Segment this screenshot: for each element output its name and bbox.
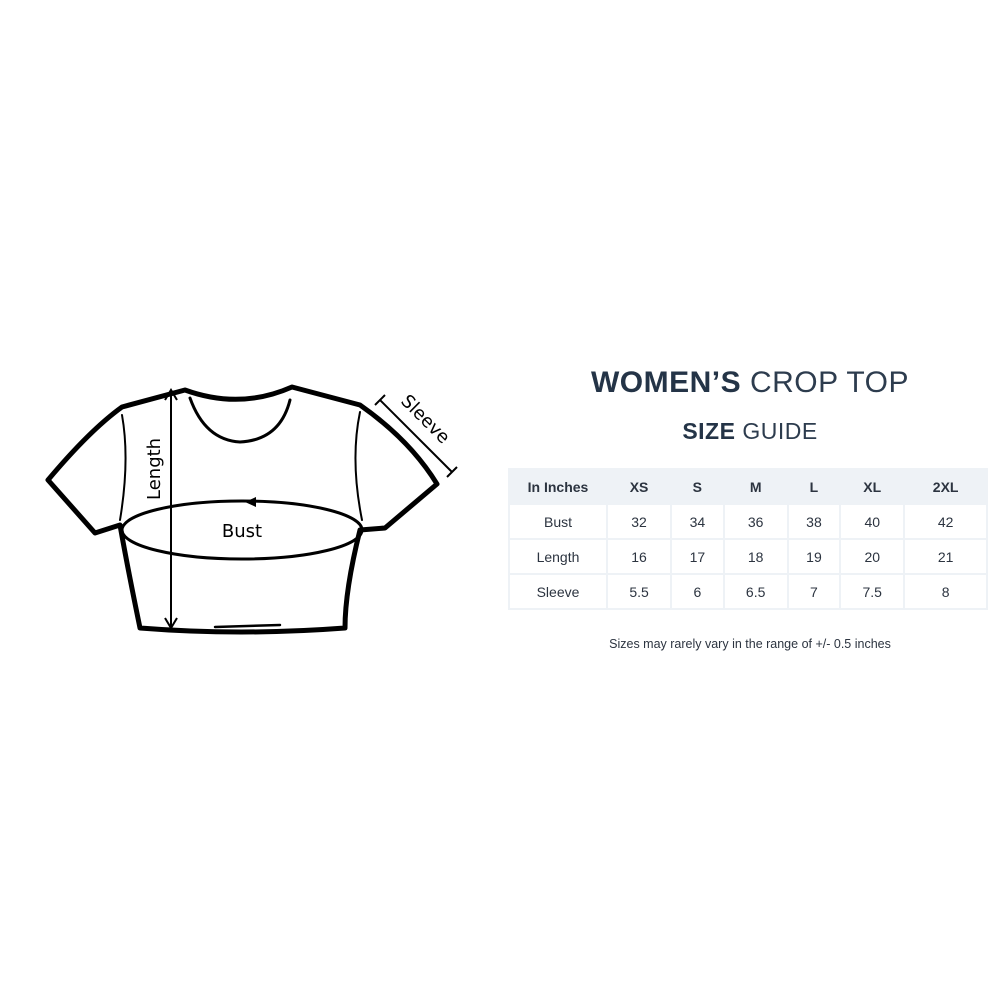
- table-cell: 18: [722, 538, 789, 575]
- header-cell: In Inches: [508, 468, 608, 505]
- length-label: Length: [144, 438, 165, 500]
- row-label: Bust: [508, 503, 608, 540]
- table-cell: 32: [605, 503, 673, 540]
- row-label: Sleeve: [508, 573, 608, 610]
- page-subtitle: SIZE GUIDE: [500, 418, 1000, 445]
- table-cell: 6.5: [722, 573, 789, 610]
- table-cell: 5.5: [605, 573, 673, 610]
- table-cell: 36: [722, 503, 789, 540]
- header-cell: XS: [605, 468, 673, 505]
- header-cell: S: [670, 468, 725, 505]
- header-cell: M: [722, 468, 789, 505]
- subtitle-light: GUIDE: [742, 418, 818, 444]
- sleeve-arrow: [379, 399, 453, 473]
- title-light: CROP TOP: [749, 366, 910, 399]
- crop-top-diagram: Length Bust Sleeve: [45, 384, 458, 635]
- row-label: Length: [508, 538, 608, 575]
- table-cell: 42: [903, 503, 988, 540]
- table-cell: 40: [839, 503, 906, 540]
- size-table: In Inches XS S M L XL 2XL Bust 32 34 36 …: [508, 468, 988, 610]
- header-cell: 2XL: [903, 468, 988, 505]
- table-row: Length 16 17 18 19 20 21: [508, 538, 988, 575]
- table-row: Sleeve 5.5 6 6.5 7 7.5 8: [508, 573, 988, 610]
- table-cell: 34: [670, 503, 725, 540]
- header-cell: XL: [839, 468, 906, 505]
- table-cell: 16: [605, 538, 673, 575]
- table-cell: 19: [786, 538, 842, 575]
- table-cell: 21: [903, 538, 988, 575]
- bust-arrowhead: [245, 497, 256, 507]
- shirt-outline: [45, 384, 440, 635]
- size-note: Sizes may rarely vary in the range of +/…: [609, 637, 891, 651]
- header-cell: L: [786, 468, 842, 505]
- table-cell: 17: [670, 538, 725, 575]
- table-row: Bust 32 34 36 38 40 42: [508, 503, 988, 540]
- table-header-row: In Inches XS S M L XL 2XL: [508, 468, 988, 505]
- table-cell: 7: [786, 573, 842, 610]
- table-cell: 38: [786, 503, 842, 540]
- table-cell: 7.5: [839, 573, 906, 610]
- title-bold: WOMEN’S: [590, 366, 742, 399]
- bust-ellipse: [120, 499, 364, 561]
- table-cell: 8: [903, 573, 988, 610]
- page-title: WOMEN’S CROP TOP: [500, 366, 1000, 400]
- subtitle-bold: SIZE: [682, 418, 736, 444]
- table-cell: 6: [670, 573, 725, 610]
- collar: [188, 396, 292, 444]
- table-cell: 20: [839, 538, 906, 575]
- bust-label: Bust: [222, 521, 262, 542]
